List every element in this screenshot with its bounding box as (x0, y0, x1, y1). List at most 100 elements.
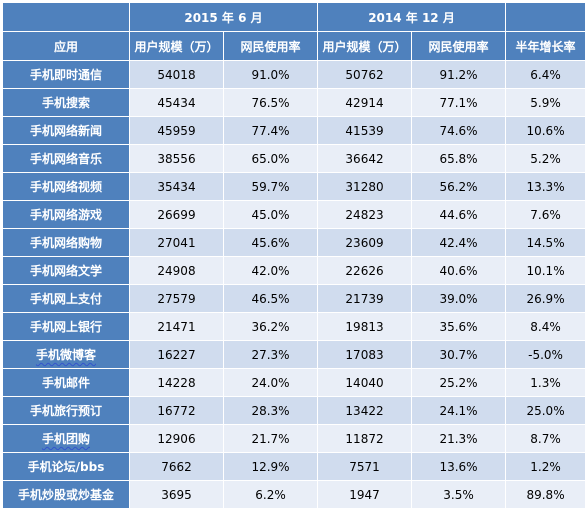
cell-users-2015: 54018 (129, 60, 224, 89)
header-group-row: 2015 年 6 月 2014 年 12 月 (2, 2, 587, 32)
header-rate-2015: 网民使用率 (222, 31, 319, 61)
row-app-name: 手机搜索 (2, 88, 130, 117)
cell-users-2014: 19813 (317, 312, 413, 341)
table-row: 手机网络文学 24908 42.0% 22626 40.6% 10.1% (2, 256, 587, 285)
row-app-label: 手机网络音乐 (29, 152, 102, 166)
cell-users-2015: 45434 (129, 88, 224, 117)
cell-users-2014: 41539 (317, 116, 413, 145)
cell-growth: 1.2% (505, 452, 587, 481)
row-app-name: 手机网上支付 (2, 284, 130, 313)
table-row: 手机炒股或炒基金 3695 6.2% 1947 3.5% 89.8% (2, 480, 587, 509)
cell-users-2015: 21471 (129, 312, 224, 341)
table-row: 手机网上银行 21471 36.2% 19813 35.6% 8.4% (2, 312, 587, 341)
cell-users-2014: 31280 (317, 172, 413, 201)
cell-rate-2015: 24.0% (222, 368, 319, 397)
cell-users-2014: 22626 (317, 256, 413, 285)
row-app-label: 手机即时通信 (29, 68, 102, 82)
cell-rate-2014: 39.0% (411, 284, 507, 313)
cell-rate-2014: 65.8% (411, 144, 507, 173)
row-app-label: 手机微博客 (35, 348, 96, 362)
table-row: 手机微博客 16227 27.3% 17083 30.7% -5.0% (2, 340, 587, 369)
row-app-name: 手机团购 (2, 424, 130, 453)
cell-users-2015: 38556 (129, 144, 224, 173)
table-row: 手机团购 12906 21.7% 11872 21.3% 8.7% (2, 424, 587, 453)
cell-rate-2014: 44.6% (411, 200, 507, 229)
cell-users-2015: 16772 (129, 396, 224, 425)
cell-growth: -5.0% (505, 340, 587, 369)
row-app-label: 手机团购 (41, 432, 90, 446)
cell-rate-2014: 77.1% (411, 88, 507, 117)
cell-rate-2015: 6.2% (222, 480, 319, 509)
table-row: 手机网络游戏 26699 45.0% 24823 44.6% 7.6% (2, 200, 587, 229)
header-blank-left (2, 2, 130, 32)
header-rate-2014: 网民使用率 (411, 31, 507, 61)
row-app-name: 手机网络视频 (2, 172, 130, 201)
cell-users-2015: 35434 (129, 172, 224, 201)
header-growth: 半年增长率 (505, 31, 587, 61)
header-users-2014: 用户规模（万） (317, 31, 413, 61)
header-group-2014: 2014 年 12 月 (317, 2, 507, 32)
row-app-label: 手机炒股或炒基金 (17, 488, 114, 502)
table-row: 手机旅行预订 16772 28.3% 13422 24.1% 25.0% (2, 396, 587, 425)
header-app: 应用 (2, 31, 130, 61)
row-app-name: 手机网络游戏 (2, 200, 130, 229)
table-row: 手机搜索 45434 76.5% 42914 77.1% 5.9% (2, 88, 587, 117)
cell-growth: 8.4% (505, 312, 587, 341)
cell-users-2014: 42914 (317, 88, 413, 117)
row-app-name: 手机炒股或炒基金 (2, 480, 130, 509)
row-app-label: 手机网络文学 (29, 264, 102, 278)
cell-users-2014: 50762 (317, 60, 413, 89)
cell-rate-2015: 65.0% (222, 144, 319, 173)
cell-growth: 25.0% (505, 396, 587, 425)
cell-rate-2014: 25.2% (411, 368, 507, 397)
row-app-label: 手机网络购物 (29, 236, 102, 250)
cell-growth: 6.4% (505, 60, 587, 89)
cell-users-2015: 45959 (129, 116, 224, 145)
row-app-name: 手机论坛/bbs (2, 452, 130, 481)
row-app-label: 手机旅行预订 (29, 404, 102, 418)
cell-growth: 10.1% (505, 256, 587, 285)
cell-rate-2015: 45.6% (222, 228, 319, 257)
cell-rate-2014: 42.4% (411, 228, 507, 257)
cell-rate-2015: 21.7% (222, 424, 319, 453)
header-column-row: 应用 用户规模（万） 网民使用率 用户规模（万） 网民使用率 半年增长率 (2, 31, 587, 61)
cell-rate-2014: 35.6% (411, 312, 507, 341)
cell-rate-2014: 56.2% (411, 172, 507, 201)
row-app-name: 手机邮件 (2, 368, 130, 397)
row-app-label: 手机网络视频 (29, 180, 102, 194)
cell-users-2014: 7571 (317, 452, 413, 481)
cell-users-2014: 14040 (317, 368, 413, 397)
cell-users-2014: 23609 (317, 228, 413, 257)
cell-rate-2014: 91.2% (411, 60, 507, 89)
row-app-label: 手机论坛/bbs (27, 460, 105, 474)
row-app-name: 手机微博客 (2, 340, 130, 369)
cell-rate-2015: 76.5% (222, 88, 319, 117)
row-app-name: 手机网上银行 (2, 312, 130, 341)
cell-users-2015: 26699 (129, 200, 224, 229)
cell-rate-2015: 12.9% (222, 452, 319, 481)
cell-users-2014: 1947 (317, 480, 413, 509)
header-users-2015: 用户规模（万） (129, 31, 224, 61)
cell-growth: 7.6% (505, 200, 587, 229)
cell-users-2014: 11872 (317, 424, 413, 453)
table-row: 手机网络新闻 45959 77.4% 41539 74.6% 10.6% (2, 116, 587, 145)
cell-rate-2015: 28.3% (222, 396, 319, 425)
table-row: 手机即时通信 54018 91.0% 50762 91.2% 6.4% (2, 60, 587, 89)
cell-rate-2014: 40.6% (411, 256, 507, 285)
row-app-name: 手机网络文学 (2, 256, 130, 285)
row-app-name: 手机网络音乐 (2, 144, 130, 173)
cell-rate-2015: 59.7% (222, 172, 319, 201)
cell-users-2015: 27041 (129, 228, 224, 257)
table-row: 手机论坛/bbs 7662 12.9% 7571 13.6% 1.2% (2, 452, 587, 481)
cell-users-2014: 17083 (317, 340, 413, 369)
cell-rate-2015: 91.0% (222, 60, 319, 89)
cell-users-2015: 14228 (129, 368, 224, 397)
cell-rate-2015: 42.0% (222, 256, 319, 285)
row-app-label: 手机搜索 (41, 96, 90, 110)
cell-rate-2015: 36.2% (222, 312, 319, 341)
cell-users-2014: 24823 (317, 200, 413, 229)
cell-users-2014: 36642 (317, 144, 413, 173)
cell-users-2015: 7662 (129, 452, 224, 481)
